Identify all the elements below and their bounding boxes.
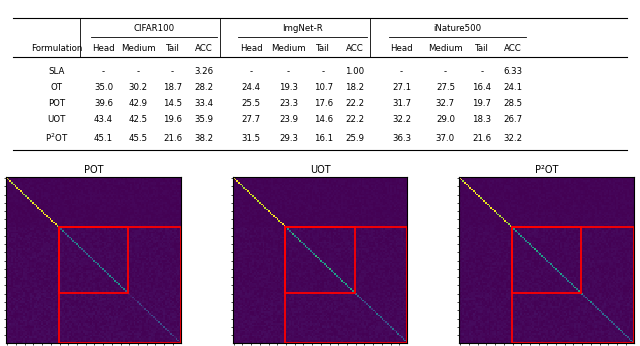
Bar xyxy=(511,227,634,343)
Text: 16.1: 16.1 xyxy=(314,134,333,143)
Text: Formulation: Formulation xyxy=(31,44,83,53)
Text: 24.1: 24.1 xyxy=(504,83,523,92)
Text: SLA: SLA xyxy=(49,67,65,76)
Text: -: - xyxy=(136,67,140,76)
Text: UOT: UOT xyxy=(47,115,66,124)
Text: 16.4: 16.4 xyxy=(472,83,492,92)
Text: 31.5: 31.5 xyxy=(241,134,260,143)
Text: Head: Head xyxy=(92,44,115,53)
Text: 45.5: 45.5 xyxy=(129,134,148,143)
Text: 25.9: 25.9 xyxy=(345,134,364,143)
Text: 14.5: 14.5 xyxy=(163,99,182,108)
Text: 32.2: 32.2 xyxy=(392,115,411,124)
Text: 28.2: 28.2 xyxy=(195,83,214,92)
Text: 18.2: 18.2 xyxy=(345,83,364,92)
Text: ImgNet-R: ImgNet-R xyxy=(282,24,323,33)
Bar xyxy=(59,227,129,293)
Text: 19.7: 19.7 xyxy=(472,99,492,108)
Text: 36.3: 36.3 xyxy=(392,134,411,143)
Title: POT: POT xyxy=(84,165,103,175)
Text: Head: Head xyxy=(240,44,262,53)
Title: P²OT: P²OT xyxy=(535,165,558,175)
Text: 33.4: 33.4 xyxy=(195,99,214,108)
Text: POT: POT xyxy=(48,99,65,108)
Text: Medium: Medium xyxy=(271,44,306,53)
Text: Medium: Medium xyxy=(121,44,156,53)
Text: Tail: Tail xyxy=(316,44,330,53)
Text: ACC: ACC xyxy=(195,44,213,53)
Text: CIFAR100: CIFAR100 xyxy=(133,24,174,33)
Text: -: - xyxy=(287,67,290,76)
Text: 23.3: 23.3 xyxy=(279,99,298,108)
Text: 21.6: 21.6 xyxy=(163,134,182,143)
Text: Medium: Medium xyxy=(428,44,463,53)
Text: -: - xyxy=(102,67,105,76)
Text: -: - xyxy=(250,67,253,76)
Text: 30.2: 30.2 xyxy=(129,83,148,92)
Text: 31.7: 31.7 xyxy=(392,99,411,108)
Text: 23.9: 23.9 xyxy=(279,115,298,124)
Bar xyxy=(511,227,581,293)
Text: -: - xyxy=(171,67,174,76)
Text: P$^2$OT: P$^2$OT xyxy=(45,132,68,145)
Text: 24.4: 24.4 xyxy=(241,83,260,92)
Text: -: - xyxy=(444,67,447,76)
Text: 14.6: 14.6 xyxy=(314,115,333,124)
Text: 18.7: 18.7 xyxy=(163,83,182,92)
Text: 27.5: 27.5 xyxy=(436,83,455,92)
Text: -: - xyxy=(321,67,324,76)
Bar xyxy=(285,227,407,343)
Text: 21.6: 21.6 xyxy=(472,134,492,143)
Text: 32.7: 32.7 xyxy=(436,99,455,108)
Text: 25.5: 25.5 xyxy=(241,99,260,108)
Text: ACC: ACC xyxy=(346,44,364,53)
Text: 18.3: 18.3 xyxy=(472,115,492,124)
Text: 32.2: 32.2 xyxy=(504,134,523,143)
Text: 29.3: 29.3 xyxy=(279,134,298,143)
Text: 6.33: 6.33 xyxy=(504,67,523,76)
Text: Tail: Tail xyxy=(475,44,489,53)
Bar xyxy=(59,227,180,343)
Text: Tail: Tail xyxy=(166,44,180,53)
Text: 45.1: 45.1 xyxy=(94,134,113,143)
Text: 39.6: 39.6 xyxy=(94,99,113,108)
Text: 42.5: 42.5 xyxy=(129,115,148,124)
Text: OT: OT xyxy=(51,83,63,92)
Title: UOT: UOT xyxy=(310,165,330,175)
Text: 3.26: 3.26 xyxy=(195,67,214,76)
Text: 22.2: 22.2 xyxy=(345,115,364,124)
Text: -: - xyxy=(400,67,403,76)
Text: 19.6: 19.6 xyxy=(163,115,182,124)
Text: 27.1: 27.1 xyxy=(392,83,411,92)
Text: 17.6: 17.6 xyxy=(314,99,333,108)
Text: -: - xyxy=(480,67,483,76)
Text: 10.7: 10.7 xyxy=(314,83,333,92)
Bar xyxy=(285,227,355,293)
Text: 26.7: 26.7 xyxy=(504,115,523,124)
Text: 1.00: 1.00 xyxy=(345,67,364,76)
Text: 27.7: 27.7 xyxy=(241,115,260,124)
Text: 19.3: 19.3 xyxy=(279,83,298,92)
Text: 22.2: 22.2 xyxy=(345,99,364,108)
Text: iNature500: iNature500 xyxy=(433,24,481,33)
Text: ACC: ACC xyxy=(504,44,522,53)
Text: 38.2: 38.2 xyxy=(195,134,214,143)
Text: 35.9: 35.9 xyxy=(195,115,214,124)
Text: 29.0: 29.0 xyxy=(436,115,455,124)
Text: 28.5: 28.5 xyxy=(504,99,523,108)
Text: 43.4: 43.4 xyxy=(94,115,113,124)
Text: Head: Head xyxy=(390,44,413,53)
Text: 35.0: 35.0 xyxy=(94,83,113,92)
Text: 37.0: 37.0 xyxy=(436,134,455,143)
Text: 42.9: 42.9 xyxy=(129,99,148,108)
